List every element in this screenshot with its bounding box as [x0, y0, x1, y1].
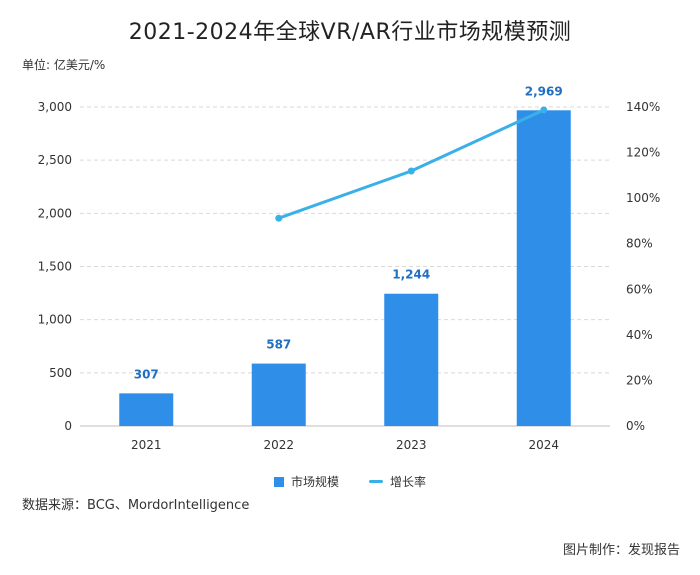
x-label-2021: 2021: [131, 438, 162, 452]
x-label-2023: 2023: [396, 438, 427, 452]
bar-2024: [516, 110, 571, 427]
bar-label-2023: 1,244: [392, 268, 430, 282]
legend-bar-swatch: [273, 476, 284, 487]
right-tick-label: 40%: [626, 328, 653, 342]
bar-2023: [384, 293, 439, 426]
legend-line-label: 增长率: [390, 475, 427, 489]
x-label-2024: 2024: [528, 438, 559, 452]
x-axis-labels: 2021 2022 2023 2024: [131, 438, 559, 452]
left-tick-label: 2,500: [38, 153, 72, 167]
growth-point: [540, 106, 548, 114]
chart-canvas: 0 500 1,000 1,500 2,000 2,500 3,000 0% 20% 40% 60…: [38, 84, 661, 452]
legend-item-bar: 市场规模: [273, 473, 339, 490]
right-axis-ticks: 0% 20% 40% 60% 80% 100% 120% 140%: [626, 100, 660, 433]
bar-2021: [119, 393, 174, 426]
right-tick-label: 0%: [626, 419, 645, 433]
growth-line-path: [278, 108, 545, 220]
x-label-2022: 2022: [263, 438, 294, 452]
left-tick-label: 500: [49, 366, 72, 380]
legend-line-swatch: [369, 480, 383, 483]
right-tick-label: 120%: [626, 146, 660, 160]
growth-line: [275, 106, 548, 222]
image-credit: 图片制作：发现报告: [562, 543, 680, 558]
right-tick-label: 20%: [626, 373, 653, 387]
right-tick-label: 140%: [626, 100, 660, 114]
bars: [119, 110, 571, 427]
bar-label-2022: 587: [266, 338, 291, 352]
chart-title: 2021-2024年全球VR/AR行业市场规模预测: [128, 20, 572, 45]
right-tick-label: 100%: [626, 191, 660, 205]
legend-item-line: 增长率: [369, 473, 426, 490]
right-tick-label: 80%: [626, 237, 653, 251]
left-tick-label: 3,000: [38, 100, 72, 114]
legend: 市场规模 增长率: [0, 473, 700, 490]
left-tick-label: 0: [64, 419, 72, 433]
left-tick-label: 1,000: [38, 313, 72, 327]
left-tick-label: 1,500: [38, 260, 72, 274]
right-tick-label: 60%: [626, 282, 653, 296]
data-source: 数据来源：BCG、MordorIntelligence: [22, 498, 250, 513]
unit-label: 单位: 亿美元/%: [22, 58, 106, 72]
growth-point: [275, 214, 283, 222]
bar-2022: [251, 363, 306, 426]
bar-value-labels: 307 587 1,244 2,969: [134, 84, 563, 381]
left-axis-ticks: 0 500 1,000 1,500 2,000 2,500 3,000: [38, 100, 72, 433]
growth-point: [407, 167, 415, 175]
bar-label-2024: 2,969: [525, 84, 563, 98]
legend-bar-label: 市场规模: [290, 475, 339, 489]
left-tick-label: 2,000: [38, 206, 72, 220]
bar-label-2021: 307: [134, 367, 159, 381]
